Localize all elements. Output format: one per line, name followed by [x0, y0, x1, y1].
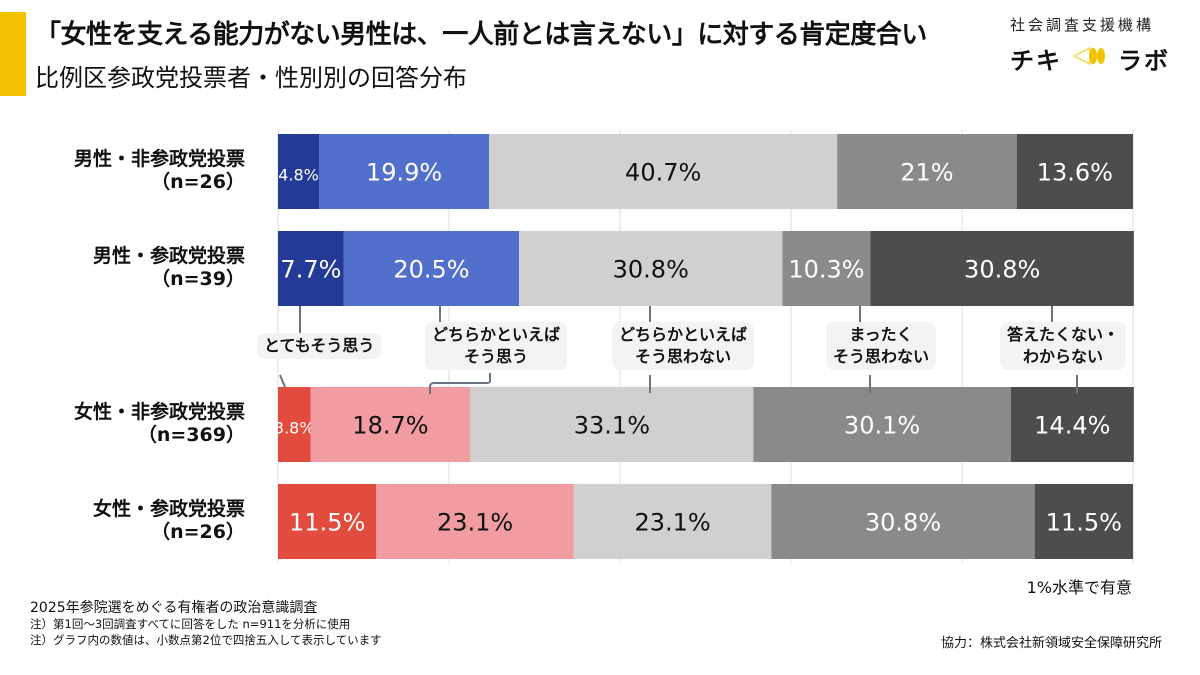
leader-line — [279, 374, 286, 388]
row-label-group: 女性・参政党投票 — [92, 498, 245, 520]
chart-subtitle: 比例区参政党投票者・性別別の回答分布 — [35, 64, 467, 92]
row-label: 男性・参政党投票 （n=39） — [93, 245, 245, 291]
bar-segment — [278, 387, 311, 462]
data-label: 23.1% — [437, 509, 513, 537]
logo-brand: チキ ラボ — [1010, 41, 1180, 76]
bar-segment — [278, 134, 320, 209]
leader-line — [429, 373, 491, 394]
logo-org-name: 社会調査支援機構 — [1010, 16, 1155, 34]
data-label: 30.1% — [844, 412, 920, 440]
logo-name-left: チキ — [1010, 47, 1062, 75]
bar-segment — [310, 387, 471, 462]
significance-note: 1%水準で有意 — [1026, 578, 1132, 597]
legend-callout-line: どちらかといえば — [432, 325, 561, 344]
data-label: 21% — [900, 159, 953, 187]
megaphone-icon — [1072, 45, 1108, 73]
bar-segment — [343, 231, 520, 306]
row-label-group: 女性・非参政党投票 — [73, 401, 245, 423]
bar-segment — [319, 134, 490, 209]
logo-name-right: ラボ — [1118, 47, 1170, 75]
bar-segment — [376, 484, 574, 559]
data-label: 10.3% — [788, 256, 864, 284]
legend-callout-line: そう思わない — [833, 347, 930, 366]
bar-segment — [1034, 484, 1133, 559]
row-label: 女性・非参政党投票 （n=369） — [74, 401, 245, 447]
legend-callout-line: とてもそう思う — [264, 336, 375, 355]
data-label: 4.8% — [278, 166, 319, 185]
data-label: 14.4% — [1034, 412, 1110, 440]
note-rounding: 注）グラフ内の数値は、小数点第2位で四捨五入して表示しています — [30, 633, 382, 647]
data-label: 7.7% — [280, 256, 341, 284]
row-label-n: （n=26） — [151, 171, 245, 193]
data-label: 3.8% — [274, 419, 315, 438]
legend-callout: まったくそう思わない — [826, 322, 937, 370]
row-label-n: （n=369） — [137, 424, 245, 446]
legend-callout-line: そう思う — [464, 347, 529, 366]
legend-callout-line: 答えたくない・ — [1007, 325, 1120, 344]
data-label: 33.1% — [574, 412, 650, 440]
bar-segment — [870, 231, 1134, 306]
bar-segment — [573, 484, 772, 559]
title-accent-bar — [0, 12, 26, 96]
source-title: 2025年参院選をめぐる有権者の政治意識調査 — [30, 600, 318, 616]
bar-segment — [837, 134, 1017, 209]
bar-segment — [1010, 387, 1134, 462]
data-label: 40.7% — [625, 159, 701, 187]
row-label-group: 男性・非参政党投票 — [73, 148, 245, 170]
row-label: 女性・参政党投票 （n=26） — [93, 498, 245, 544]
legend-callout: 答えたくない・ わからない — [1000, 322, 1127, 370]
bar-segment — [470, 387, 754, 462]
bar-segment — [782, 231, 871, 306]
legend-callout: どちらかといえば そう思わない — [612, 322, 755, 370]
data-label: 30.8% — [613, 256, 689, 284]
data-label: 11.5% — [1046, 509, 1122, 537]
legend-callout: どちらかといえば そう思う — [425, 322, 568, 370]
credit: 協力：株式会社新領域安全保障研究所 — [940, 636, 1162, 651]
bar-segment — [519, 231, 783, 306]
source-notes: 2025年参院選をめぐる有権者の政治意識調査 注）第1回～3回調査すべてに回答を… — [30, 600, 382, 648]
data-label: 20.5% — [393, 256, 469, 284]
row-label: 男性・非参政党投票 （n=26） — [74, 148, 245, 194]
row-label-n: （n=26） — [151, 521, 245, 543]
data-label: 13.6% — [1037, 159, 1113, 187]
bar-segment — [753, 387, 1011, 462]
legend-callout-line: そう思わない — [635, 347, 732, 366]
bar-segment — [278, 484, 377, 559]
bar-segment — [278, 231, 344, 306]
bar-segment — [1016, 134, 1133, 209]
row-label-group: 男性・参政党投票 — [92, 245, 245, 267]
data-label: 30.8% — [964, 256, 1040, 284]
data-label: 30.8% — [865, 509, 941, 537]
chart-title: 「女性を支える能力がない男性は、一人前とは言えない」に対する肯定度合い — [35, 20, 927, 50]
legend-callout-line: まったく — [849, 325, 913, 344]
data-label: 11.5% — [289, 509, 365, 537]
logo: 社会調査支援機構 チキ ラボ — [1010, 14, 1180, 76]
row-label-n: （n=39） — [151, 268, 245, 290]
bar-segment — [771, 484, 1035, 559]
data-label: 18.7% — [352, 412, 428, 440]
legend-callout-line: どちらかといえば — [619, 325, 748, 344]
legend-callout: とてもそう思う — [257, 333, 382, 359]
data-label: 19.9% — [366, 159, 442, 187]
data-label: 23.1% — [634, 509, 710, 537]
legend-callout-line: わからない — [1023, 347, 1104, 366]
note-sample: 注）第1回～3回調査すべてに回答をした n=911を分析に使用 — [30, 617, 351, 631]
bar-segment — [489, 134, 838, 209]
